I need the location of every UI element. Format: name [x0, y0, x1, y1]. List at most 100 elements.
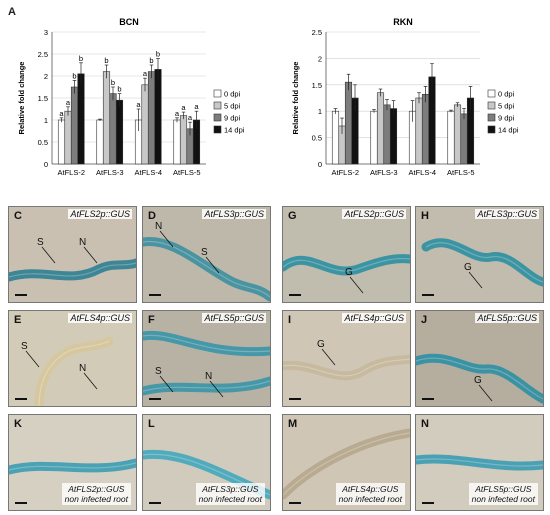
bcn-x-tick-label: AtFLS-4 — [134, 168, 162, 177]
structure-annotation: N — [79, 363, 87, 374]
stained-root — [143, 330, 270, 396]
bcn-bar — [64, 110, 72, 165]
construct-name: AtFLS5p::GUS — [475, 484, 532, 494]
annotation-arrow — [41, 246, 56, 264]
construct-name: AtFLS2p::GUS — [68, 484, 125, 494]
bcn-legend-label: 5 dpi — [224, 102, 241, 111]
rkn-x-tick-label: AtFLS-3 — [370, 168, 398, 177]
construct-name: AtFLS2p::GUS — [342, 209, 406, 219]
panel-label: N — [421, 418, 429, 430]
rkn-bar — [370, 110, 378, 165]
annotation-arrow — [468, 271, 483, 289]
scale-bar — [15, 398, 27, 400]
micrograph-panel-f: F AtFLS5p::GUS S N — [142, 310, 271, 407]
root-highlight — [143, 240, 270, 298]
construct-name: AtFLS4p::GUS — [68, 313, 132, 323]
rkn-y-axis-label: Relative fold change — [291, 62, 300, 135]
rkn-legend-label: 9 dpi — [498, 114, 515, 123]
bcn-x-tick-label: AtFLS-2 — [57, 168, 85, 177]
annotation-arrow — [349, 276, 364, 294]
stained-root — [143, 236, 270, 302]
bcn-significance-letter: a — [175, 109, 180, 118]
scale-bar — [15, 502, 27, 504]
root-image — [25, 336, 114, 406]
rkn-y-tick-label: 0 — [318, 160, 322, 169]
scale-bar — [149, 294, 161, 296]
bcn-y-axis-label: Relative fold change — [17, 62, 26, 135]
bcn-significance-letter: b — [79, 54, 83, 63]
condition-label: non infected root — [338, 494, 402, 504]
root-highlight — [9, 462, 136, 471]
bcn-y-tick-label: 3 — [44, 28, 48, 37]
condition-label: non infected root — [64, 494, 128, 504]
annotation-arrow — [478, 384, 493, 402]
bcn-y-tick-label: 0.5 — [38, 138, 48, 147]
structure-annotation: S — [201, 247, 208, 258]
root-highlight — [38, 340, 110, 406]
bcn-bar — [96, 119, 104, 165]
structure-annotation: S — [21, 341, 28, 352]
panel-a-label: A — [8, 6, 16, 18]
bcn-significance-letter: b — [72, 71, 76, 80]
scale-bar — [422, 398, 434, 400]
root-highlight — [416, 458, 543, 467]
bcn-significance-letter: b — [117, 85, 121, 94]
scale-bar — [422, 294, 434, 296]
rkn-bar — [415, 97, 423, 165]
root-image — [416, 454, 543, 471]
bcn-significance-letter: a — [181, 103, 186, 112]
structure-annotation: G — [345, 267, 353, 278]
structure-annotation: G — [317, 339, 325, 350]
bcn-legend-swatch — [213, 125, 222, 134]
scale-bar — [289, 398, 301, 400]
bcn-bar — [109, 93, 117, 165]
micrograph-panel-k: K AtFLS2p::GUS non infected root — [8, 414, 137, 511]
rkn-legend-label: 0 dpi — [498, 90, 515, 99]
structure-annotation: S — [37, 237, 44, 248]
scale-bar — [422, 502, 434, 504]
bcn-bar — [115, 99, 124, 165]
stained-root — [34, 336, 114, 406]
condition-label: non infected root — [198, 494, 262, 504]
rkn-legend-swatch — [487, 113, 496, 122]
condition-label: non infected root — [471, 494, 535, 504]
bcn-legend-swatch — [213, 113, 222, 122]
bcn-significance-letter: a — [66, 98, 71, 107]
stained-root — [421, 238, 543, 287]
panel-label: L — [148, 418, 155, 430]
bcn-bar — [147, 71, 156, 165]
root-image — [283, 428, 410, 500]
micrograph-panel-m: M AtFLS4p::GUS non infected root — [282, 414, 411, 511]
structure-annotation: N — [155, 221, 163, 232]
rkn-bar-chart: RKN 0 0.5 1 1.5 2 2.5 Relative fold change AtFLS… — [291, 17, 519, 177]
bcn-legend-swatch — [213, 101, 222, 110]
annotation-arrow — [83, 246, 98, 264]
scale-bar — [15, 294, 27, 296]
structure-annotation: G — [474, 375, 482, 386]
bcn-x-tick-label: AtFLS-5 — [173, 168, 201, 177]
bcn-bar — [77, 73, 85, 165]
root-highlight — [283, 432, 410, 496]
bcn-y-tick-label: 1 — [44, 116, 48, 125]
rkn-bar — [453, 104, 462, 165]
stained-root — [283, 428, 410, 500]
stained-root — [283, 354, 410, 381]
rkn-y-tick-label: 2.5 — [312, 28, 322, 37]
annotation-arrow — [321, 348, 336, 366]
scale-bar — [289, 294, 301, 296]
micrograph-panel-l: L AtFLS3p::GUS non infected root — [142, 414, 271, 511]
scale-bar — [289, 502, 301, 504]
root-image — [9, 246, 136, 282]
scale-bar — [149, 502, 161, 504]
root-highlight — [416, 357, 543, 400]
rkn-bar — [376, 92, 385, 165]
micrograph-panel-d: D AtFLS3p::GUS N S — [142, 206, 271, 303]
stained-root — [9, 458, 136, 475]
rkn-bar — [331, 110, 340, 165]
bcn-bar — [141, 84, 149, 165]
bcn-legend-label: 14 dpi — [224, 126, 245, 135]
stained-root — [416, 454, 543, 471]
bcn-bar — [154, 69, 162, 165]
micrograph-panel-c: C AtFLS2p::GUS S N — [8, 206, 137, 303]
